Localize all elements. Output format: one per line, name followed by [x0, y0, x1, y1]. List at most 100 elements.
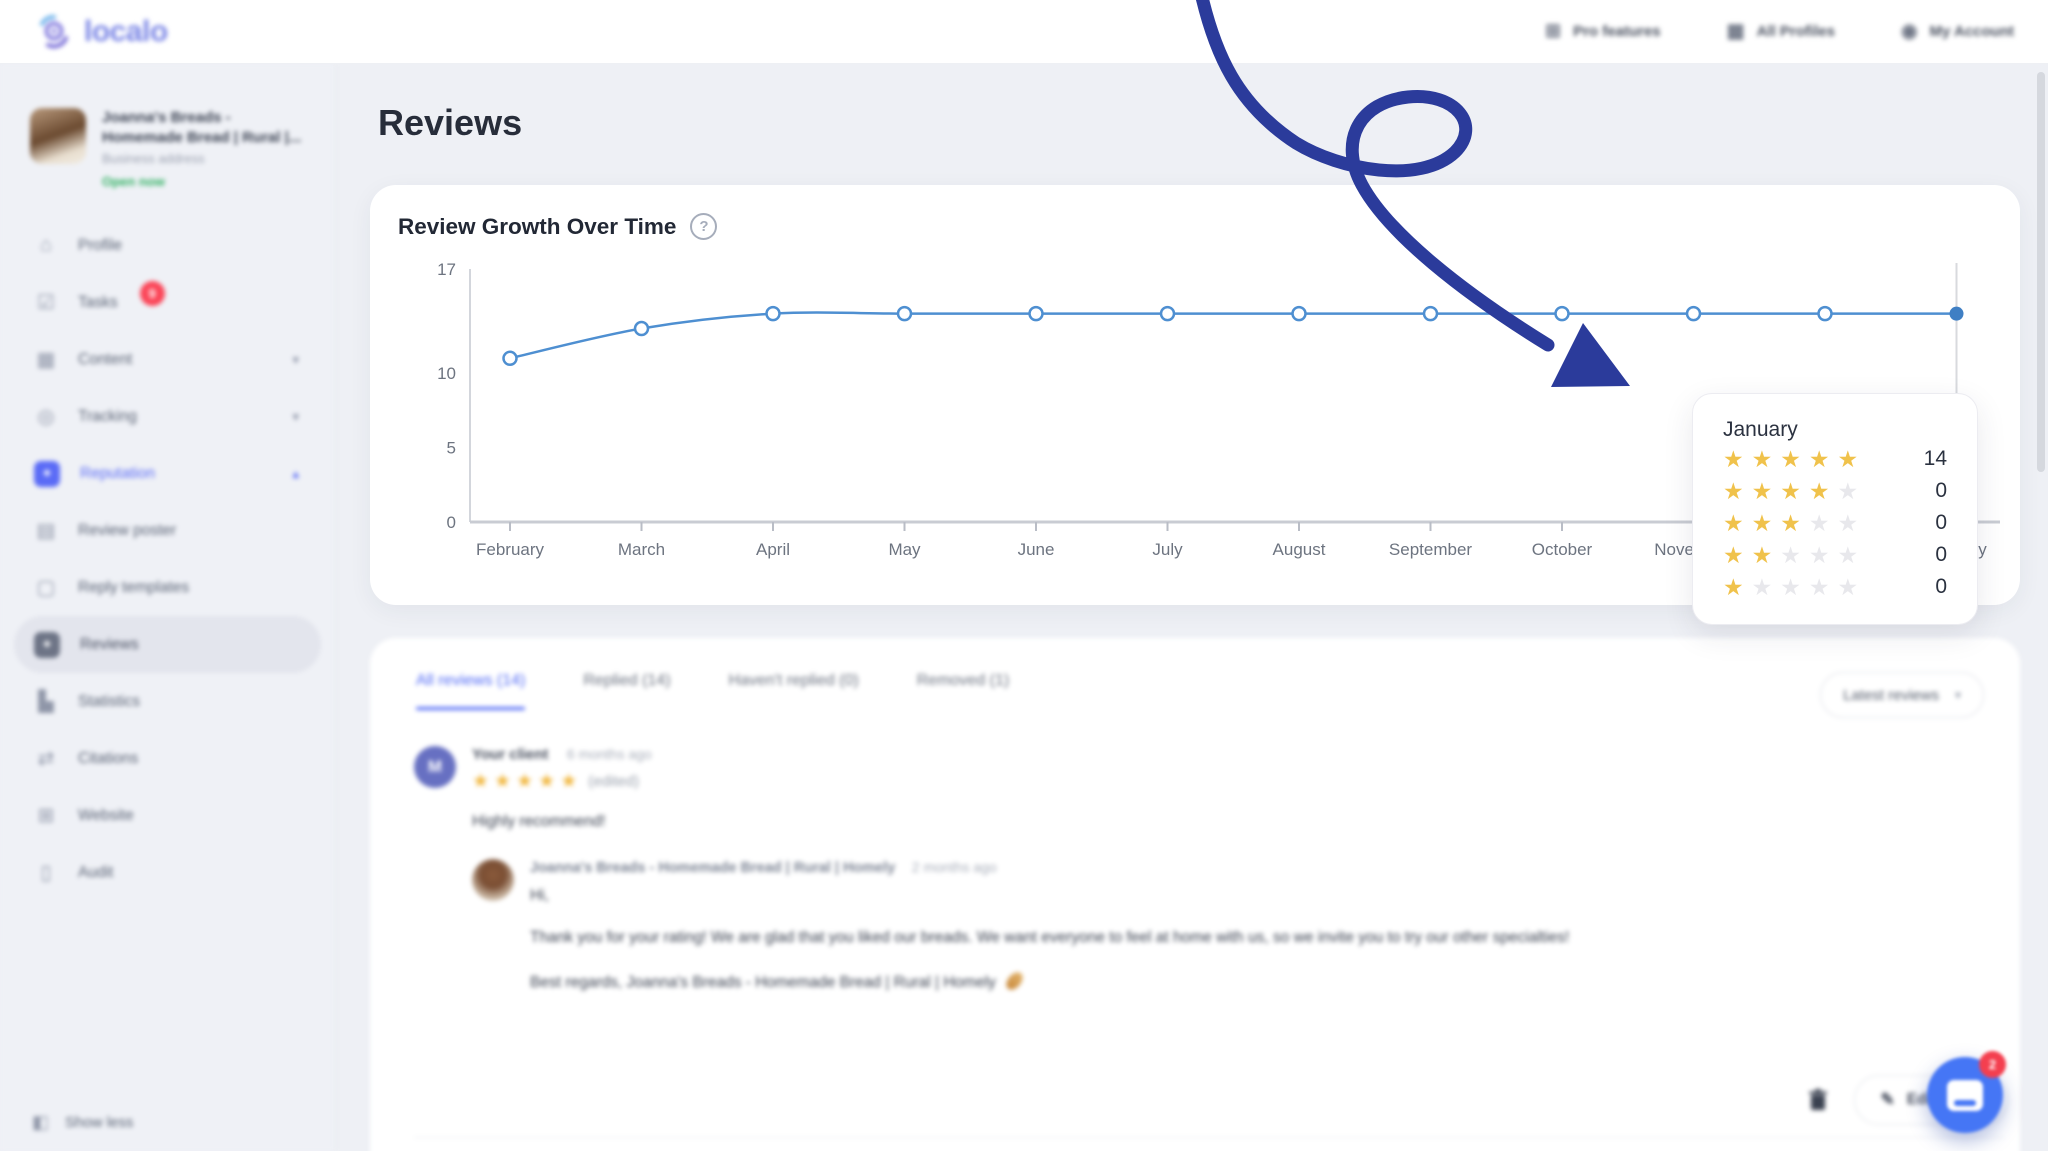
sidebar-item-label: Review poster: [78, 521, 177, 539]
svg-text:5: 5: [447, 439, 456, 458]
delete-review-button[interactable]: [1808, 1088, 1828, 1112]
sidebar-item-reputation[interactable]: ✦ Reputation ▴: [14, 445, 321, 502]
review-timestamp: 6 months ago: [566, 746, 652, 762]
statistics-icon: ▙: [38, 691, 54, 713]
five-star-icons: ★ ★ ★ ★ ★: [1723, 445, 1859, 472]
scrollbar-thumb[interactable]: [2037, 72, 2045, 472]
sidebar-item-label: Tracking: [78, 407, 137, 425]
svg-text:0: 0: [447, 513, 456, 532]
sidebar-item-audit[interactable]: ▯ Audit: [14, 844, 321, 901]
sidebar-item-label: Statistics: [78, 692, 141, 710]
website-icon: ⊞: [37, 805, 55, 827]
reply-templates-icon: ▢: [36, 577, 56, 599]
chat-widget-button[interactable]: 2: [1927, 1051, 2006, 1133]
pencil-icon: ✎: [1880, 1090, 1895, 1109]
sidebar-item-label: Content: [78, 350, 133, 368]
business-reply-avatar: [472, 859, 514, 901]
sidebar-item-content[interactable]: ▦ Content ▾: [14, 331, 321, 388]
main-content: Reviews Review Growth Over Time ? 0 5 10 17…: [336, 64, 2048, 1151]
logo-text: localo: [84, 14, 168, 48]
tooltip-count: 14: [1923, 447, 1947, 470]
reviews-icon: ✦: [34, 631, 60, 658]
sidebar-item-reply-templates[interactable]: ▢ Reply templates: [14, 559, 321, 616]
nav-all-profiles[interactable]: ▦ All Profiles: [1727, 20, 1835, 43]
owner-reply: Joanna's Breads - Homemade Bread | Rural…: [472, 859, 1980, 993]
chat-notification-badge: 2: [1979, 1051, 2006, 1078]
business-profile-switcher[interactable]: Joanna's Breads - Homemade Bread | Rural…: [30, 108, 313, 189]
svg-text:March: March: [618, 540, 665, 559]
two-star-icons: ★ ★ ★ ★ ★: [1723, 541, 1859, 568]
svg-text:10: 10: [437, 364, 456, 383]
home-icon: ⌂: [39, 234, 53, 256]
reviewer-avatar: M: [414, 746, 456, 788]
localo-logo[interactable]: localo: [34, 12, 168, 52]
open-now-status: Open now: [102, 174, 165, 189]
tab-replied[interactable]: Replied (14): [583, 672, 671, 689]
help-icon[interactable]: ?: [690, 213, 718, 240]
review-growth-card: Review Growth Over Time ? 0 5 10 17 February…: [370, 185, 2020, 625]
business-avatar: [30, 108, 86, 164]
tasks-count-badge: 9: [139, 281, 165, 306]
audit-icon: ▯: [40, 862, 52, 884]
sidebar-item-website[interactable]: ⊞ Website: [14, 787, 321, 844]
sidebar-item-label: Tasks: [78, 293, 118, 311]
tooltip-row: ★ ★ ★ ★ ★ 0: [1723, 540, 1947, 570]
nav-label: My Account: [1929, 23, 2014, 40]
svg-text:February: February: [476, 540, 545, 559]
tab-havent-replied[interactable]: Haven't replied (0): [728, 672, 859, 689]
review-item: M Your client 6 months ago ★ ★ ★ ★ ★ (edited…: [414, 746, 1980, 993]
sidebar-item-reviews[interactable]: ✦ Reviews: [14, 616, 321, 673]
tab-all-reviews[interactable]: All reviews (14): [416, 672, 526, 710]
sidebar-item-label: Citations: [78, 749, 139, 767]
three-star-icons: ★ ★ ★ ★ ★: [1723, 509, 1859, 536]
review-poster-icon: ▤: [36, 520, 56, 542]
review-divider: [414, 1137, 2004, 1138]
business-address-label: Business address: [102, 151, 205, 166]
reply-text: Thank you for your rating! We are glad t…: [530, 929, 1570, 946]
svg-text:17: 17: [437, 260, 456, 279]
sidebar-item-label: Audit: [78, 863, 114, 881]
sidebar-item-statistics[interactable]: ▙ Statistics: [14, 673, 321, 730]
svg-text:April: April: [756, 540, 790, 559]
show-less-button[interactable]: ◧ Show less: [32, 1112, 133, 1133]
reviewer-name: Your client: [472, 746, 549, 763]
svg-text:May: May: [888, 540, 921, 559]
nav-my-account[interactable]: ◉ My Account: [1901, 20, 2014, 43]
review-text: Highly recommend!: [472, 813, 606, 830]
my-account-icon: ◉: [1900, 21, 1918, 42]
sidebar-item-tracking[interactable]: ◎ Tracking ▾: [14, 388, 321, 445]
tracking-icon: ◎: [37, 406, 55, 428]
sort-dropdown[interactable]: Latest reviews ▾: [1820, 672, 1984, 718]
topbar: localo ⊞ Pro features ▦ All Profiles ◉ M…: [0, 0, 2048, 64]
chevron-down-icon: ▾: [292, 408, 299, 424]
top-navigation: ⊞ Pro features ▦ All Profiles ◉ My Accou…: [1545, 20, 2014, 43]
tab-removed[interactable]: Removed (1): [916, 672, 1010, 689]
one-star-icons: ★ ★ ★ ★ ★: [1723, 573, 1859, 600]
nav-label: All Profiles: [1756, 23, 1835, 40]
nav-pro-features[interactable]: ⊞ Pro features: [1545, 20, 1660, 43]
citations-icon: ⇄: [37, 748, 55, 770]
scrollbar-track: [2034, 64, 2048, 1151]
svg-text:July: July: [1152, 540, 1183, 559]
chevron-down-icon: ▾: [292, 351, 299, 367]
sidebar-item-profile[interactable]: ⌂ Profile: [14, 217, 321, 274]
review-tabs: All reviews (14) Replied (14) Haven't re…: [416, 672, 1009, 710]
reputation-icon: ✦: [34, 460, 60, 487]
reply-greeting: Hi,: [530, 887, 549, 904]
sidebar-item-label: Reputation: [80, 464, 155, 482]
pro-features-icon: ⊞: [1545, 21, 1562, 42]
sidebar-item-review-poster[interactable]: ▤ Review poster: [14, 502, 321, 559]
chat-icon: [1947, 1079, 1983, 1111]
reply-author: Joanna's Breads - Homemade Bread | Rural…: [530, 860, 896, 876]
svg-text:June: June: [1018, 540, 1055, 559]
sidebar-item-citations[interactable]: ⇄ Citations: [14, 730, 321, 787]
reply-timestamp: 2 months ago: [911, 859, 997, 875]
sidebar-item-label: Profile: [78, 236, 122, 254]
four-star-icons: ★ ★ ★ ★ ★: [1723, 477, 1859, 504]
review-rating-stars: ★ ★ ★ ★ ★: [472, 771, 578, 792]
sidebar-item-tasks[interactable]: ☑ Tasks 9: [14, 274, 321, 331]
edited-label: (edited): [588, 773, 640, 790]
bread-emoji-icon: [1003, 969, 1027, 993]
sidebar-item-label: Reviews: [80, 635, 139, 653]
svg-text:August: August: [1273, 540, 1326, 559]
